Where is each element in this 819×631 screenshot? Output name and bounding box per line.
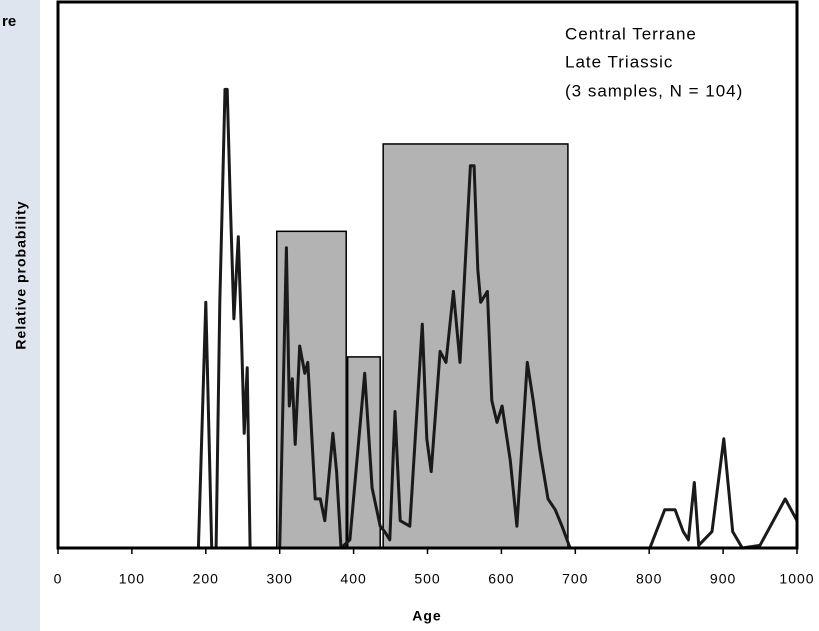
x-tick-label: 300 — [267, 571, 293, 587]
x-tick-label: 900 — [710, 571, 736, 587]
x-tick-label: 200 — [193, 571, 219, 587]
x-tick-label: 400 — [340, 571, 366, 587]
annotation: Late Triassic — [565, 52, 673, 71]
x-tick-label: 100 — [119, 571, 145, 587]
x-tick-label: 500 — [414, 571, 440, 587]
x-tick-label: 0 — [54, 571, 63, 587]
x-tick-label: 800 — [636, 571, 662, 587]
x-tick-label: 1000 — [779, 571, 814, 587]
annotation: Central Terrane — [565, 24, 697, 43]
x-tick-label: 700 — [562, 571, 588, 587]
sidebar-text: re — [2, 13, 16, 30]
annotation: (3 samples, N = 104) — [565, 81, 743, 100]
x-axis-label: Age — [412, 608, 441, 624]
y-axis-label: Relative probability — [13, 200, 29, 349]
x-tick-label: 600 — [488, 571, 514, 587]
probability-curve — [196, 87, 799, 550]
ticks: 0 100 200 300 400 500 600 700 800 900 1000 — [54, 548, 814, 587]
curve-group — [196, 87, 799, 550]
sidebar — [0, 0, 40, 631]
